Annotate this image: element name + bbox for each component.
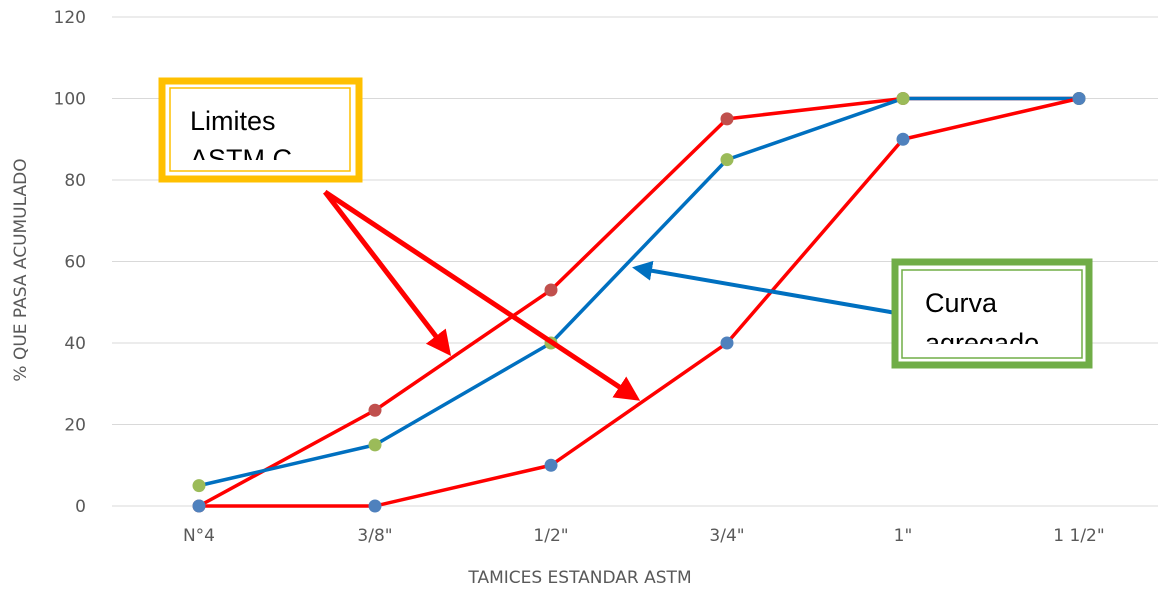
series-0-point [544,283,558,297]
limits-callout-inner-frame [169,87,351,172]
curve-callout-line-2: agregado [925,328,1039,358]
x-tick-label: 3/4" [709,526,744,546]
y-tick-label: 40 [64,334,86,354]
annotation-curve: Curva agregado [632,258,1093,369]
series-2-point [544,458,558,472]
annotation-limits: Limites ASTM C [158,77,641,401]
limits-callout-line-2: ASTM C [190,144,292,174]
series-0-point [368,403,382,417]
x-tick-label: 1 1/2" [1053,526,1104,546]
y-tick-label: 80 [64,171,86,191]
x-axis-ticks: N°4 3/8" 1/2" 3/4" 1" 1 1/2" [183,526,1105,546]
limits-arrow-lower [323,189,641,401]
y-tick-label: 120 [54,8,86,28]
x-tick-label: 3/8" [357,526,392,546]
y-tick-label: 0 [75,497,86,517]
series-1-point [192,479,206,493]
curve-callout-line-1: Curva [925,288,998,318]
x-axis-title: TAMICES ESTANDAR ASTM [467,568,691,588]
series-2-point [896,132,910,146]
series-2-point [720,336,734,350]
curve-callout-inner-frame [901,269,1083,359]
y-tick-label: 100 [54,90,86,110]
x-tick-label: 1/2" [533,526,568,546]
curve-callout-frame [891,258,1093,369]
series-1-point [896,92,910,105]
y-tick-label: 60 [64,253,86,273]
limits-callout-frame [158,77,363,183]
limits-arrow-upper [323,190,452,356]
series-line-1 [198,96,1079,488]
y-axis-ticks: 0 20 40 60 80 100 120 [54,8,86,517]
series-2-point [368,499,382,513]
y-axis-title: % QUE PASA ACUMULADO [11,158,31,381]
x-tick-label: N°4 [183,526,215,546]
series-1-point [368,438,382,452]
series-2-point [1072,92,1086,105]
limits-callout-line-1: Limites [190,106,276,136]
curve-arrow [632,260,897,315]
y-tick-label: 20 [64,416,86,436]
series-1-point [720,153,734,167]
series-line-2 [199,96,1080,508]
series-2-point [192,499,206,513]
series-layer [192,92,1086,513]
series-0-point [720,112,734,126]
x-tick-label: 1" [894,526,913,546]
